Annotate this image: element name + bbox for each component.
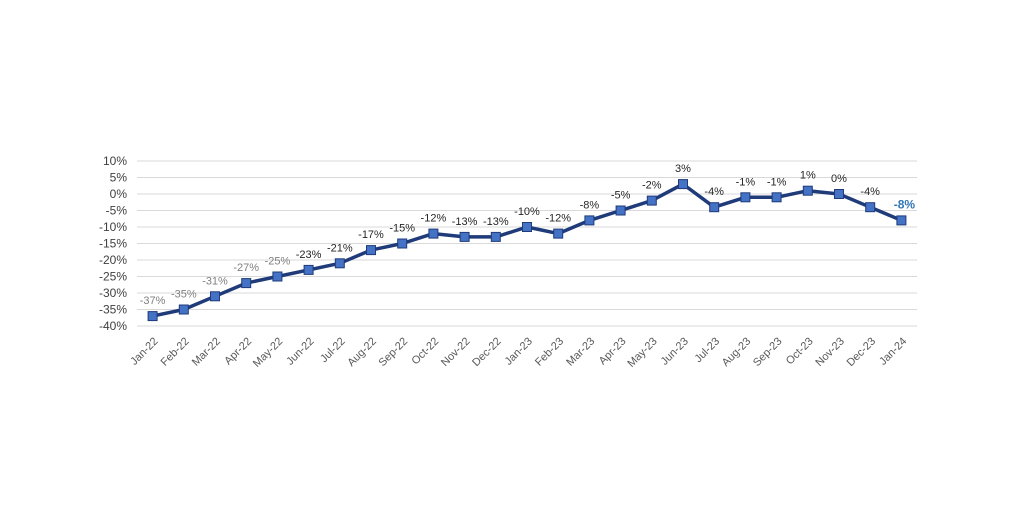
data-label: -25% <box>265 256 291 268</box>
x-tick-label: Oct-22 <box>410 335 442 367</box>
data-label: -23% <box>296 249 322 261</box>
y-axis-ticks: 10% 5% 0% -5% -10% -15% -20% -25% -30% -35% -40% <box>99 154 127 333</box>
x-tick-label: Mar-23 <box>564 335 597 368</box>
data-label: -15% <box>389 223 415 235</box>
data-label: -17% <box>358 229 384 241</box>
y-tick-label: 10% <box>103 154 127 168</box>
data-label: -1% <box>736 176 756 188</box>
data-point-marker <box>896 215 907 226</box>
x-tick-label: Jul-22 <box>318 335 348 365</box>
data-point-marker <box>272 271 283 282</box>
data-point-marker <box>459 231 470 242</box>
x-tick-label: May-22 <box>251 335 285 369</box>
x-tick-label: Apr-22 <box>222 335 254 367</box>
data-point-marker <box>366 245 376 256</box>
data-label: -35% <box>171 289 197 301</box>
data-point-marker <box>490 231 501 242</box>
y-tick-label: -40% <box>99 319 127 333</box>
x-tick-label: Sep-23 <box>751 335 785 369</box>
data-point-marker <box>241 278 252 289</box>
x-tick-label: Jun-22 <box>284 335 316 367</box>
data-point-marker <box>334 258 345 269</box>
x-tick-label: Jan-22 <box>128 335 160 367</box>
x-tick-label: Aug-22 <box>345 335 379 369</box>
data-label: -4% <box>860 186 880 198</box>
data-label: -31% <box>202 275 228 287</box>
data-label: -12% <box>545 213 571 225</box>
data-point-marker <box>740 192 751 203</box>
x-tick-label: Dec-23 <box>845 335 879 369</box>
data-point-marker <box>678 179 688 190</box>
x-tick-label: Feb-23 <box>533 335 566 368</box>
data-point-marker <box>709 202 720 213</box>
data-label: -21% <box>327 242 353 254</box>
y-tick-label: -10% <box>99 220 127 234</box>
data-point-marker <box>397 238 408 249</box>
x-tick-label: Jan-23 <box>503 335 535 367</box>
data-label: -8% <box>580 199 600 211</box>
data-label: -2% <box>642 180 662 192</box>
x-tick-label: Jan-24 <box>877 335 909 367</box>
data-point-marker <box>147 311 158 322</box>
data-point-marker <box>615 205 626 216</box>
data-point-marker <box>646 195 657 206</box>
data-label: -4% <box>704 186 724 198</box>
data-point-marker <box>178 304 189 315</box>
x-tick-label: Sep-22 <box>377 335 411 369</box>
x-tick-label: May-23 <box>625 335 659 369</box>
data-point-marker <box>834 189 844 199</box>
y-tick-label: 5% <box>110 171 128 185</box>
data-label: -12% <box>421 213 447 225</box>
data-point-marker <box>584 215 595 226</box>
y-tick-label: -30% <box>99 286 127 300</box>
data-label: 0% <box>831 173 847 185</box>
x-tick-label: Dec-22 <box>470 335 504 369</box>
y-tick-label: -25% <box>99 270 127 284</box>
data-point-marker <box>553 228 564 239</box>
data-label: -37% <box>140 295 166 307</box>
gridlines <box>137 160 917 327</box>
x-tick-label: Oct-23 <box>784 335 816 367</box>
data-labels: -37% -35% -31% -27% -25% -23% -21% -17% -15% -12%… <box>140 163 916 307</box>
data-label: 3% <box>675 163 691 175</box>
x-tick-label: Jun-23 <box>659 335 691 367</box>
data-point-marker <box>865 202 876 213</box>
y-tick-label: -20% <box>99 253 127 267</box>
data-point-marker <box>522 222 532 232</box>
data-label: -1% <box>767 176 787 188</box>
data-label: -10% <box>514 206 540 218</box>
x-tick-label: Aug-23 <box>720 335 754 369</box>
x-tick-label: Mar-22 <box>190 335 223 368</box>
x-tick-label: Feb-22 <box>159 335 192 368</box>
x-tick-label: Nov-22 <box>439 335 473 369</box>
y-tick-label: 0% <box>110 187 128 201</box>
data-point-marker <box>210 291 220 302</box>
x-tick-label: Nov-23 <box>813 335 847 369</box>
data-label: -13% <box>483 216 509 228</box>
data-point-marker <box>802 185 813 196</box>
x-tick-label: Jul-23 <box>692 335 722 365</box>
data-label: -5% <box>611 190 631 202</box>
data-label: -13% <box>452 216 478 228</box>
series-line-group <box>150 182 904 318</box>
y-tick-label: -15% <box>99 237 127 251</box>
x-tick-label: Apr-23 <box>597 335 629 367</box>
y-tick-label: -35% <box>99 303 127 317</box>
data-label: -8% <box>894 197 916 211</box>
data-label: -27% <box>233 262 259 274</box>
series-line <box>150 182 904 318</box>
data-markers <box>147 179 907 322</box>
data-point-marker <box>428 228 439 239</box>
y-tick-label: -5% <box>106 204 128 218</box>
data-label: 1% <box>800 170 816 182</box>
data-point-marker <box>303 264 314 275</box>
data-point-marker <box>771 192 782 203</box>
